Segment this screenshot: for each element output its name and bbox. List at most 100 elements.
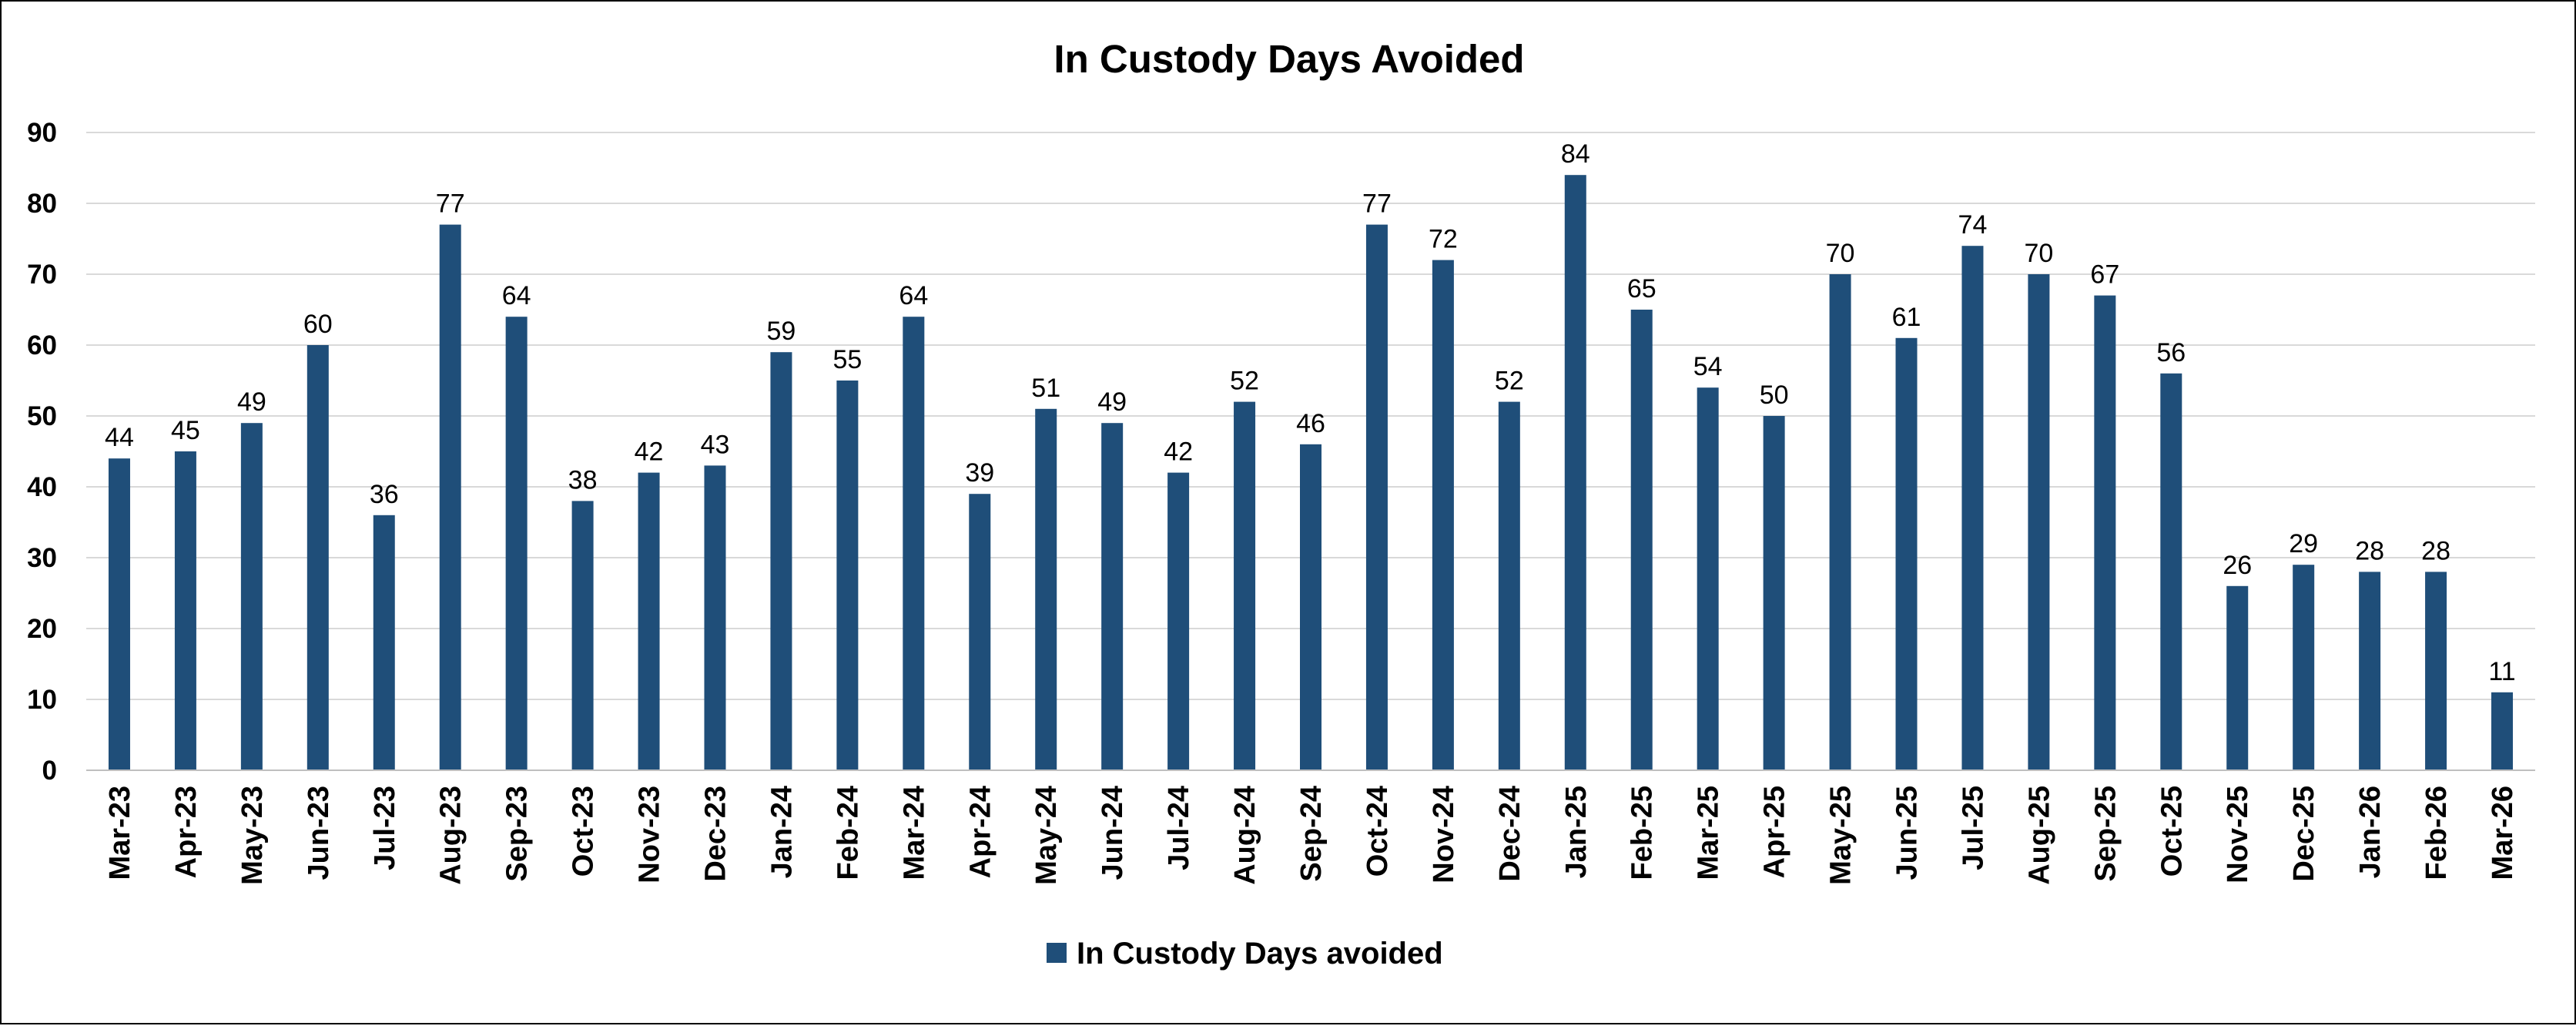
x-tick-label: Mar-26 bbox=[2487, 786, 2519, 880]
bar bbox=[1829, 274, 1851, 770]
bar bbox=[969, 494, 991, 770]
data-label: 55 bbox=[832, 345, 862, 374]
bar bbox=[903, 317, 925, 770]
chart-title: In Custody Days Avoided bbox=[1054, 37, 1524, 81]
data-label: 43 bbox=[701, 430, 730, 459]
x-tick-label: Oct-25 bbox=[2156, 786, 2188, 877]
x-tick-label: Feb-24 bbox=[832, 786, 864, 880]
gridlines bbox=[86, 132, 2535, 700]
bar bbox=[704, 465, 726, 770]
x-tick-label: Mar-24 bbox=[898, 786, 930, 880]
bar bbox=[1498, 401, 1520, 770]
bar bbox=[1432, 260, 1454, 771]
bar bbox=[1895, 337, 1918, 770]
data-label: 54 bbox=[1693, 352, 1723, 381]
y-tick-label: 10 bbox=[27, 685, 57, 715]
x-tick-label: Nov-24 bbox=[1428, 786, 1460, 884]
x-tick-label: Aug-24 bbox=[1229, 786, 1261, 885]
x-tick-label: Mar-23 bbox=[104, 786, 136, 880]
data-label: 59 bbox=[767, 317, 796, 346]
x-tick-label: May-25 bbox=[1825, 786, 1857, 885]
legend-swatch bbox=[1047, 943, 1067, 963]
x-axis-ticks: Mar-23 Apr-23 May-23 Jun-23 Jul-23 Aug-23 Sep-… bbox=[104, 786, 2519, 885]
data-label: 45 bbox=[171, 416, 200, 445]
bar bbox=[373, 515, 395, 770]
data-label: 42 bbox=[1164, 438, 1193, 467]
bar bbox=[2226, 585, 2249, 770]
data-label: 70 bbox=[2024, 239, 2053, 268]
data-label: 28 bbox=[2355, 536, 2384, 565]
x-tick-label: Jun-25 bbox=[1891, 786, 1924, 880]
data-label: 44 bbox=[105, 423, 134, 452]
bar bbox=[1167, 472, 1190, 770]
data-label: 51 bbox=[1031, 374, 1060, 403]
y-tick-label: 50 bbox=[27, 401, 57, 431]
x-tick-label: Jan-26 bbox=[2354, 786, 2387, 878]
data-label: 64 bbox=[502, 281, 531, 310]
bar bbox=[1697, 387, 1719, 770]
bar bbox=[1101, 423, 1124, 770]
data-label: 49 bbox=[1097, 387, 1127, 417]
x-tick-label: Jan-24 bbox=[765, 786, 798, 878]
bar bbox=[571, 501, 594, 770]
bar bbox=[505, 317, 528, 770]
x-tick-label: Dec-23 bbox=[699, 786, 732, 882]
y-tick-label: 60 bbox=[27, 330, 57, 360]
data-label: 28 bbox=[2421, 536, 2450, 565]
legend: In Custody Days avoided bbox=[1047, 937, 1443, 971]
x-tick-label: Jul-24 bbox=[1163, 786, 1195, 870]
bar bbox=[307, 345, 329, 770]
data-label: 70 bbox=[1826, 239, 1855, 268]
data-label: 11 bbox=[2488, 657, 2515, 686]
data-label: 60 bbox=[303, 310, 333, 339]
y-tick-label: 0 bbox=[42, 756, 57, 786]
bar bbox=[1630, 310, 1653, 770]
x-tick-label: Jun-24 bbox=[1097, 786, 1129, 880]
y-tick-label: 90 bbox=[27, 118, 57, 148]
bar bbox=[439, 224, 461, 771]
bar bbox=[2491, 692, 2514, 770]
y-tick-label: 70 bbox=[27, 260, 57, 290]
data-label: 77 bbox=[1362, 189, 1392, 219]
bar bbox=[1234, 401, 1256, 770]
x-tick-label: Jun-23 bbox=[303, 786, 335, 880]
bars bbox=[108, 175, 2514, 771]
bar bbox=[1763, 416, 1785, 770]
legend-label: In Custody Days avoided bbox=[1077, 937, 1443, 971]
bar bbox=[2160, 373, 2182, 770]
y-tick-label: 40 bbox=[27, 472, 57, 502]
data-label: 64 bbox=[899, 281, 928, 310]
bar bbox=[770, 352, 792, 770]
data-label: 49 bbox=[237, 387, 266, 417]
data-label: 52 bbox=[1230, 367, 1259, 396]
x-tick-label: Jan-25 bbox=[1560, 786, 1593, 878]
x-tick-label: Apr-24 bbox=[964, 786, 997, 878]
data-label: 84 bbox=[1561, 139, 1590, 169]
data-label: 67 bbox=[2090, 260, 2119, 290]
bar bbox=[1035, 408, 1057, 770]
bar bbox=[2094, 295, 2116, 771]
y-tick-label: 20 bbox=[27, 614, 57, 644]
x-tick-label: Oct-23 bbox=[568, 786, 600, 877]
data-label: 42 bbox=[635, 438, 664, 467]
data-labels: 44 45 49 60 36 77 64 38 42 43 59 55 64 39 51 49 42 52 46 77… bbox=[105, 139, 2516, 686]
bar bbox=[2028, 274, 2050, 770]
x-tick-label: Dec-25 bbox=[2288, 786, 2320, 882]
data-label: 50 bbox=[1760, 381, 1789, 410]
bar bbox=[240, 423, 263, 770]
bar bbox=[108, 458, 130, 770]
x-tick-label: Jul-25 bbox=[1957, 786, 1989, 870]
bar bbox=[1365, 224, 1388, 771]
x-tick-label: Sep-23 bbox=[501, 786, 534, 882]
bar bbox=[2293, 565, 2315, 770]
x-tick-label: Apr-23 bbox=[170, 786, 203, 878]
data-label: 77 bbox=[436, 189, 465, 219]
x-tick-label: May-23 bbox=[236, 786, 269, 885]
x-tick-label: Aug-25 bbox=[2023, 786, 2055, 885]
x-tick-label: Oct-24 bbox=[1362, 786, 1394, 877]
data-label: 52 bbox=[1495, 367, 1524, 396]
x-tick-label: Nov-23 bbox=[634, 786, 666, 884]
x-tick-label: Dec-24 bbox=[1494, 786, 1526, 882]
